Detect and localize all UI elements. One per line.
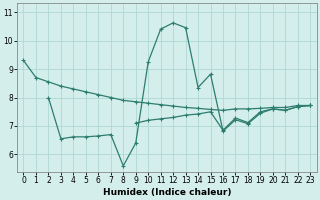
X-axis label: Humidex (Indice chaleur): Humidex (Indice chaleur): [103, 188, 231, 197]
